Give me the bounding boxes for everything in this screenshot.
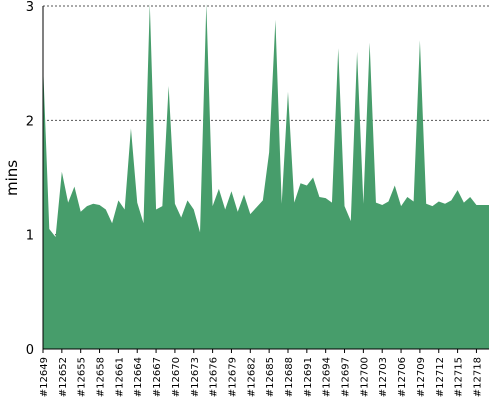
x-tick-label: #12712	[435, 357, 446, 397]
y-tick-label: 0	[26, 343, 34, 358]
x-tick-label: #12706	[397, 357, 408, 397]
x-tick-label: #12673	[190, 357, 201, 397]
series-area	[43, 3, 489, 350]
x-tick-label: #12676	[209, 357, 220, 397]
y-tick-label: 2	[26, 114, 34, 129]
x-tick-label: #12661	[114, 357, 125, 397]
x-tick-label: #12670	[171, 357, 182, 397]
axes: 0 1 2 3 #12649 #12652 #12655 #12658 #12661 #12664…	[26, 0, 489, 397]
y-tick-label: 1	[26, 229, 34, 244]
x-tick-label: #12694	[322, 357, 333, 397]
plot-area	[43, 3, 489, 350]
y-axis-title: mins	[3, 160, 21, 196]
x-tick-label: #12718	[472, 357, 483, 397]
x-tick-label: #12652	[58, 357, 69, 397]
x-tick-label: #12655	[77, 357, 88, 397]
x-tick-label: #12697	[341, 357, 352, 397]
x-tick-label: #12703	[378, 357, 389, 397]
x-tick-label: #12700	[359, 357, 370, 397]
x-tick-label: #12679	[227, 357, 238, 397]
x-tick-label: #12667	[152, 357, 163, 397]
x-tick-label: #12658	[96, 357, 107, 397]
x-tick-label: #12709	[416, 357, 427, 397]
x-tick-label: #12685	[265, 357, 276, 397]
x-tick-label: #12649	[39, 357, 50, 397]
y-tick-label: 3	[26, 0, 34, 15]
x-tick-label: #12664	[133, 357, 144, 397]
x-tick-label: #12688	[284, 357, 295, 397]
x-tick-label: #12715	[454, 357, 465, 397]
x-tick-label: #12682	[246, 357, 257, 397]
x-tick-label: #12691	[303, 357, 314, 397]
